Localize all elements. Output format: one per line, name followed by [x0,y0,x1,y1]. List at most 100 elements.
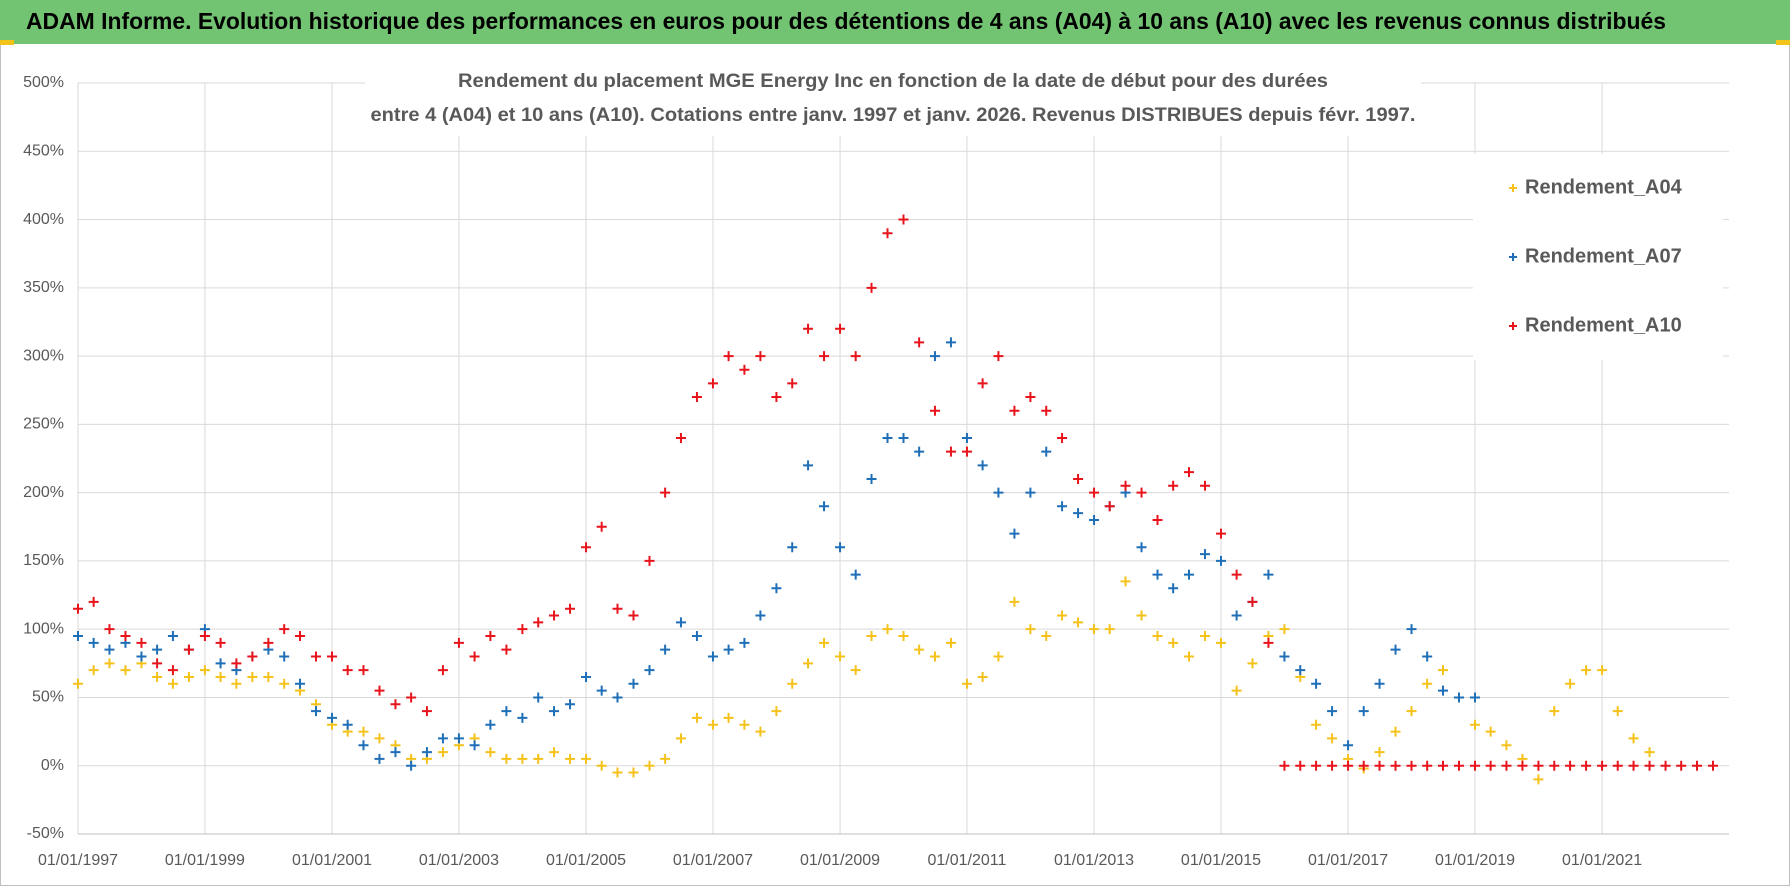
data-point [565,699,576,710]
data-point [771,583,782,594]
chart-title: Rendement du placement MGE Energy Inc en… [458,71,1328,92]
data-point [1168,583,1179,594]
data-point [1073,617,1084,628]
x-tick-label: 01/01/1999 [165,852,245,869]
data-point [485,719,496,730]
y-tick-label: 100% [23,620,64,637]
data-point [898,433,909,444]
data-point [644,555,655,566]
data-point [374,753,385,764]
legend-label: Rendement_A04 [1525,176,1683,198]
data-point [739,637,750,648]
data-point [501,706,512,717]
data-point [961,678,972,689]
data-point [945,446,956,457]
x-tick-label: 01/01/2021 [1562,852,1642,869]
data-point [390,747,401,758]
data-point [453,733,464,744]
data-point [342,719,353,730]
data-point [1327,733,1338,744]
data-point [517,712,528,723]
data-point [929,351,940,362]
data-point [929,405,940,416]
data-point [1708,760,1718,771]
data-point [707,651,718,662]
data-point [533,617,544,628]
data-point [311,651,322,662]
data-point [279,624,290,635]
data-point [914,644,925,655]
data-point [1057,501,1068,512]
data-point [358,740,369,751]
data-point [1438,685,1448,696]
data-point [247,671,258,682]
data-point [1406,624,1417,635]
data-point [929,651,940,662]
data-point [1009,596,1020,607]
x-tick-label: 01/01/2001 [292,852,372,869]
corner [1776,40,1790,45]
data-point [628,610,639,621]
data-point [723,351,734,362]
data-point [437,733,448,744]
data-point [1469,760,1480,771]
data-point [628,767,639,778]
data-point [1501,740,1512,751]
data-point [327,712,338,723]
corner [0,40,14,45]
data-point [1549,760,1560,771]
x-tick-label: 01/01/1997 [38,852,118,869]
data-point [1390,726,1401,737]
data-point [1183,569,1194,580]
header-title: ADAM Informe. Evolution historique des p… [26,8,1666,34]
header-band [0,0,1790,44]
data-point [1453,692,1464,703]
data-point [612,692,623,703]
data-point [581,542,592,553]
data-point [120,665,131,676]
data-point [866,282,877,293]
x-tick-label: 01/01/2015 [1181,852,1261,869]
plot-area [73,82,1729,835]
data-point [1644,747,1655,758]
data-point [485,747,496,758]
data-point [819,501,830,512]
data-point [1025,624,1036,635]
data-point [485,631,496,642]
data-point [1660,760,1671,771]
data-point [1311,760,1322,771]
data-point [819,637,830,648]
data-point [1565,760,1576,771]
data-point [358,726,369,737]
data-point [1628,733,1639,744]
data-point [787,678,798,689]
data-point [469,651,480,662]
data-point [1612,706,1623,717]
data-point [1358,760,1369,771]
y-tick-label: -50% [27,825,64,842]
data-point [1136,610,1147,621]
data-point [1041,631,1052,642]
x-tick-label: 01/01/2005 [546,852,626,869]
data-point [993,487,1004,498]
data-point [707,378,718,389]
data-point [120,631,131,642]
data-point [755,610,766,621]
data-point [675,617,686,628]
x-tick-label: 01/01/2003 [419,852,499,869]
data-point [1422,760,1433,771]
data-point [961,446,972,457]
data-point [88,596,99,607]
data-point [1089,487,1100,498]
data-point [104,624,115,635]
data-point [1517,760,1528,771]
legend-label: Rendement_A07 [1525,245,1682,267]
data-point [1327,706,1338,717]
data-point [993,351,1004,362]
data-point [644,760,655,771]
data-point [199,665,210,676]
y-tick-label: 200% [23,484,64,501]
data-point [882,228,893,239]
data-point [1136,542,1147,553]
y-tick-label: 400% [23,211,64,228]
